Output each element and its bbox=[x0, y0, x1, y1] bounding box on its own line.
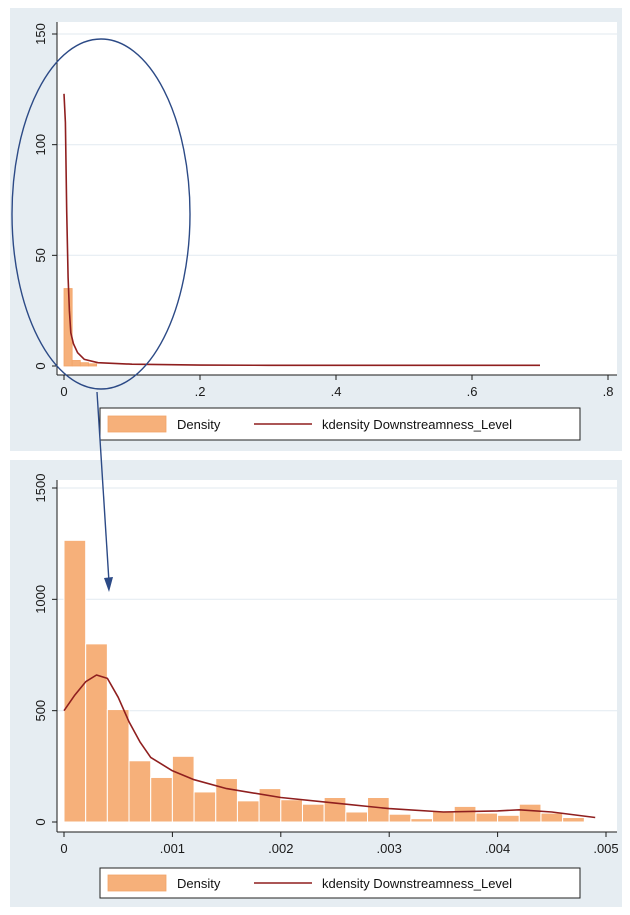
y-tick-label: 1500 bbox=[33, 474, 48, 503]
histogram-bar bbox=[71, 360, 81, 367]
x-tick-label: .004 bbox=[485, 841, 510, 856]
histogram-bar bbox=[388, 813, 412, 823]
histogram-bar bbox=[128, 760, 152, 823]
y-tick-label: 50 bbox=[33, 248, 48, 262]
x-tick-label: .002 bbox=[268, 841, 293, 856]
histogram-bar bbox=[367, 797, 390, 823]
histogram-bar bbox=[323, 797, 347, 823]
histogram-bar bbox=[453, 805, 477, 823]
x-tick-label: .8 bbox=[603, 384, 614, 399]
kdensity-line bbox=[63, 93, 540, 367]
histogram-bar bbox=[518, 803, 542, 823]
legend-label-density: Density bbox=[177, 876, 221, 891]
histogram-bar bbox=[258, 788, 282, 823]
x-tick-label: .001 bbox=[160, 841, 185, 856]
y-tick-label: 0 bbox=[33, 818, 48, 825]
histogram-bar bbox=[63, 539, 87, 823]
histogram-bar bbox=[345, 811, 369, 823]
histogram-bar bbox=[215, 778, 238, 823]
y-tick-label: 150 bbox=[33, 23, 48, 45]
histogram-bar bbox=[106, 709, 130, 823]
zoom-annotation bbox=[11, 38, 191, 592]
histogram-bar bbox=[497, 814, 520, 823]
y-tick-label: 100 bbox=[33, 134, 48, 156]
histogram-bar bbox=[475, 812, 499, 823]
top-chart-panel: 0 .2 .4 .6 .8 0 50 100 150 Density kdensity Downst… bbox=[10, 8, 622, 451]
legend-swatch-density bbox=[107, 415, 167, 433]
histogram-bar bbox=[301, 803, 325, 823]
histogram-bar bbox=[540, 812, 564, 823]
legend-box bbox=[99, 867, 581, 899]
x-tick-label: .2 bbox=[195, 384, 206, 399]
x-tick-label: 0 bbox=[60, 384, 67, 399]
histogram-bar bbox=[193, 791, 217, 823]
legend-label-kdensity: kdensity Downstreamness_Level bbox=[322, 417, 512, 432]
x-tick-label: 0 bbox=[60, 841, 67, 856]
legend-label-kdensity: kdensity Downstreamness_Level bbox=[322, 876, 512, 891]
histogram-bar bbox=[79, 362, 89, 367]
histogram-bar bbox=[171, 755, 195, 823]
legend-swatch-density bbox=[107, 874, 167, 892]
histogram-bar bbox=[88, 363, 98, 367]
x-tick-label: .003 bbox=[377, 841, 402, 856]
histogram-bar bbox=[236, 800, 260, 823]
legend-label-density: Density bbox=[177, 417, 221, 432]
y-tick-label: 1000 bbox=[33, 585, 48, 614]
x-tick-label: .6 bbox=[467, 384, 478, 399]
histogram-bar bbox=[150, 776, 173, 823]
histogram-bar bbox=[410, 818, 434, 823]
zoom-arrow-line bbox=[96, 391, 110, 583]
y-tick-label: 0 bbox=[33, 362, 48, 369]
histogram-bar bbox=[85, 643, 108, 823]
plot-area bbox=[57, 22, 617, 375]
zoom-ellipse bbox=[11, 38, 191, 390]
y-tick-label: 500 bbox=[33, 700, 48, 722]
histogram-bar bbox=[280, 799, 303, 823]
legend-box bbox=[99, 407, 581, 441]
x-tick-label: .4 bbox=[331, 384, 342, 399]
zoom-arrow-head bbox=[104, 577, 113, 592]
histogram-bar bbox=[562, 817, 585, 823]
bottom-chart-panel: 0 .001 .002 .003 .004 .005 0 500 1000 1500 Density… bbox=[10, 460, 622, 907]
x-tick-label: .005 bbox=[593, 841, 618, 856]
kdensity-line bbox=[63, 674, 596, 819]
